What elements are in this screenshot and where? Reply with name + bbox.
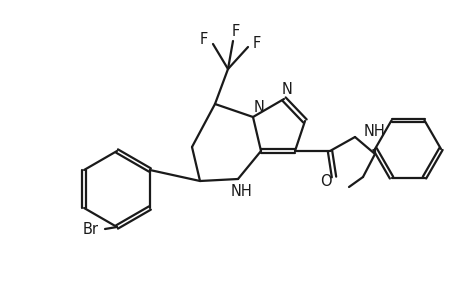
Text: N: N bbox=[253, 100, 265, 115]
Text: O: O bbox=[320, 173, 332, 188]
Text: F: F bbox=[200, 33, 208, 48]
Text: F: F bbox=[253, 36, 261, 51]
Text: Br: Br bbox=[83, 222, 99, 237]
Text: NH: NH bbox=[364, 124, 386, 140]
Text: N: N bbox=[282, 82, 292, 97]
Text: F: F bbox=[232, 24, 240, 39]
Text: NH: NH bbox=[231, 184, 253, 199]
